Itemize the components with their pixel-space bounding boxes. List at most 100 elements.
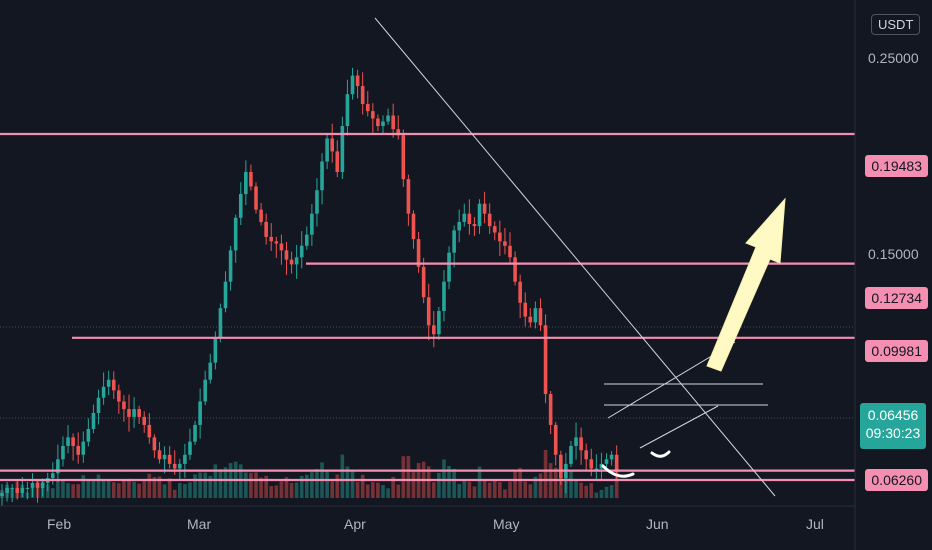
- candle-body: [193, 424, 197, 442]
- candle-body: [51, 473, 55, 479]
- volume-bar: [533, 476, 538, 498]
- volume-bar: [401, 456, 406, 498]
- candle-body: [315, 190, 319, 214]
- candle-body: [188, 441, 192, 455]
- volume-bar: [391, 476, 395, 498]
- time-tick-apr: Apr: [344, 516, 366, 532]
- candle-body: [604, 459, 609, 464]
- volume-bar: [538, 473, 543, 498]
- volume-bar: [371, 482, 375, 498]
- candle-body: [574, 437, 578, 446]
- candle-body: [421, 266, 426, 298]
- volume-bar: [330, 481, 334, 498]
- candle-body: [40, 482, 45, 488]
- candle-body: [218, 308, 223, 338]
- volume-bar: [106, 479, 111, 498]
- candle-body: [330, 138, 334, 152]
- candle-body: [482, 203, 487, 214]
- volume-bar: [66, 483, 70, 498]
- volume-bar: [51, 488, 55, 498]
- channel-lower-line: [639, 405, 719, 449]
- time-tick-jun: Jun: [646, 516, 669, 532]
- candle-body: [162, 454, 167, 460]
- candle-body: [543, 325, 548, 395]
- volume-bar: [477, 466, 482, 498]
- bottom-arc-2: [650, 450, 671, 458]
- candle-body: [183, 454, 187, 464]
- volume-bar: [594, 492, 599, 498]
- level-badge-0.19483: 0.19483: [865, 155, 928, 177]
- candle-body: [513, 257, 517, 282]
- candle-body: [508, 245, 512, 258]
- volume-bar: [472, 486, 477, 498]
- candle-body: [76, 445, 80, 455]
- volume-bar: [518, 467, 522, 498]
- candle-body: [71, 437, 75, 446]
- level-badge-0.12734: 0.12734: [865, 287, 928, 309]
- candle-body: [259, 209, 263, 222]
- candle-body: [381, 121, 385, 127]
- candles: [0, 67, 619, 507]
- candle-body: [213, 337, 218, 363]
- volume-bar: [132, 481, 136, 498]
- volume-bar: [289, 482, 294, 498]
- candle-body: [127, 409, 131, 417]
- candle-body: [447, 252, 451, 282]
- volume-bar: [299, 475, 304, 498]
- volume-bar: [462, 479, 467, 498]
- candle-body: [5, 487, 9, 493]
- candle-body: [10, 487, 14, 489]
- currency-label[interactable]: USDT: [871, 14, 921, 35]
- candle-body: [503, 241, 507, 246]
- candle-body: [244, 171, 248, 195]
- candle-body: [452, 230, 456, 253]
- volume-bar: [513, 469, 517, 498]
- volume-bar: [198, 472, 202, 498]
- volume-bar: [127, 478, 131, 498]
- candle-body: [401, 135, 406, 180]
- candle-body: [325, 138, 329, 162]
- volume-bar: [152, 477, 157, 498]
- time-tick-may: May: [493, 516, 520, 532]
- candle-body: [30, 482, 35, 488]
- candle-body: [254, 186, 258, 210]
- volume-bar: [381, 485, 385, 498]
- candle-body: [492, 226, 497, 233]
- volume-bar: [167, 478, 172, 498]
- volume-bar: [396, 484, 401, 498]
- volume-bar: [335, 474, 340, 498]
- candle-body: [614, 454, 619, 471]
- candle-body: [340, 126, 345, 172]
- candle-body: [548, 394, 553, 425]
- volume-bar: [376, 482, 380, 498]
- candle-body: [111, 379, 116, 391]
- volume-bar: [310, 472, 314, 498]
- volume-bar: [117, 483, 121, 498]
- candle-body: [345, 94, 350, 127]
- volume-bar: [284, 477, 289, 498]
- volume-bar: [315, 468, 319, 498]
- volume-bar: [193, 474, 197, 498]
- candle-body: [289, 259, 294, 265]
- current-price-badge: 0.06456 09:30:23: [860, 403, 926, 449]
- volume-bar: [96, 474, 101, 498]
- volume-bar: [213, 464, 218, 498]
- time-tick-jul: Jul: [806, 516, 824, 532]
- candle-body: [208, 362, 213, 380]
- candle-body: [498, 232, 502, 242]
- volume-bar: [411, 469, 416, 498]
- volume-bar: [350, 471, 355, 498]
- volume-bar: [604, 486, 609, 498]
- candle-body: [432, 325, 436, 335]
- volume-bar: [294, 482, 299, 498]
- volume-bar: [589, 483, 594, 498]
- volume-bar: [467, 481, 472, 498]
- volume-bar: [259, 477, 263, 498]
- volume-bar: [355, 481, 360, 498]
- candle-body: [589, 459, 594, 469]
- volume-bar: [56, 479, 60, 498]
- bottom-arc-1: [601, 464, 635, 478]
- candle-body: [20, 487, 25, 493]
- candle-body: [457, 221, 461, 231]
